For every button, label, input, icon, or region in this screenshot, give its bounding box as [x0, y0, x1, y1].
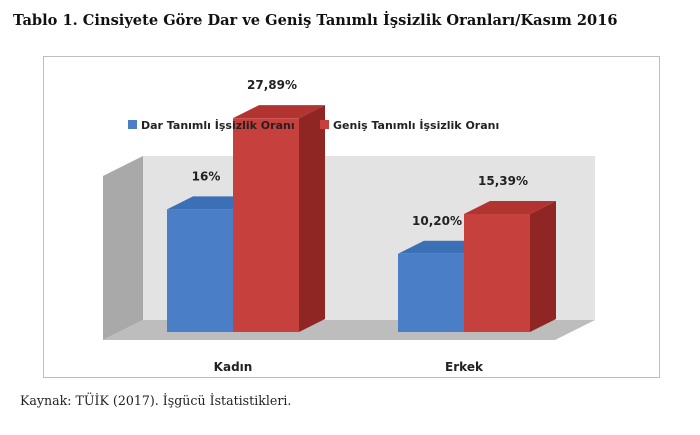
data-label: 16%	[192, 169, 221, 183]
legend-swatch	[320, 120, 329, 129]
bar-front	[233, 118, 299, 332]
category-label: Erkek	[445, 360, 484, 374]
bar-front	[398, 253, 464, 332]
bar-genis-1	[464, 201, 556, 332]
legend-label: Dar Tanımlı İşsizlik Oranı	[141, 118, 295, 132]
legend-label: Geniş Tanımlı İşsizlik Oranı	[333, 118, 499, 132]
legend: Dar Tanımlı İşsizlik Oranı Geniş Tanımlı …	[128, 118, 499, 132]
data-label: 15,39%	[478, 174, 528, 188]
source-note: Kaynak: TÜİK (2017). İşgücü İstatistikle…	[20, 393, 292, 408]
data-label: 27,89%	[247, 78, 297, 92]
bar-top	[464, 201, 556, 215]
bar-genis-0	[233, 105, 325, 332]
bar-side	[530, 201, 556, 332]
chart-title: Tablo 1. Cinsiyete Göre Dar ve Geniş Tan…	[13, 12, 618, 29]
category-label: Kadın	[214, 360, 253, 374]
legend-swatch	[128, 120, 137, 129]
bar-top	[233, 105, 325, 119]
bar-front	[464, 214, 530, 332]
side-wall	[103, 156, 143, 340]
data-label: 10,20%	[412, 214, 462, 228]
bar-front	[167, 209, 233, 332]
bar-side	[299, 105, 325, 332]
